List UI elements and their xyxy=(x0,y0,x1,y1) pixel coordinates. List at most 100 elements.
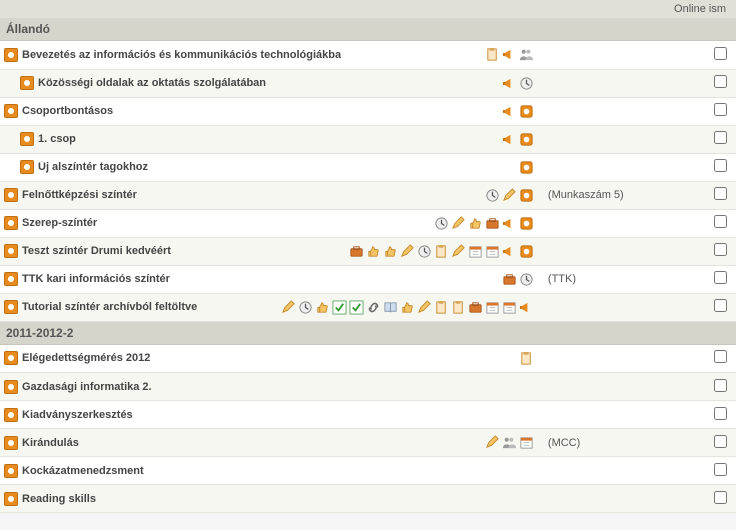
pencil-icon[interactable] xyxy=(417,300,432,315)
course-row[interactable]: Kockázatmenedzsment xyxy=(0,457,736,485)
course-row[interactable]: Közösségi oldalak az oktatás szolgálatáb… xyxy=(0,69,736,97)
row-checkbox[interactable] xyxy=(714,47,727,60)
clipboard-icon[interactable] xyxy=(451,300,466,315)
thumb-icon[interactable] xyxy=(400,300,415,315)
clock-icon[interactable] xyxy=(417,244,432,259)
course-row[interactable]: Kiadványszerkesztés xyxy=(0,401,736,429)
megaphone-icon[interactable] xyxy=(502,47,517,62)
course-title[interactable]: Kiadványszerkesztés xyxy=(22,409,133,421)
course-title[interactable]: Gazdasági informatika 2. xyxy=(22,381,152,393)
calendar-icon[interactable] xyxy=(519,435,534,450)
row-checkbox[interactable] xyxy=(714,103,727,116)
thumb-icon[interactable] xyxy=(366,244,381,259)
course-title[interactable]: Új alszíntér tagokhoz xyxy=(38,161,148,173)
pencil-icon[interactable] xyxy=(400,244,415,259)
course-title[interactable]: Felnőttképzési színtér xyxy=(22,189,137,201)
calendar-icon[interactable] xyxy=(485,244,500,259)
people-icon[interactable] xyxy=(519,47,534,62)
pencil-icon[interactable] xyxy=(451,216,466,231)
course-row[interactable]: 1. csop xyxy=(0,125,736,153)
course-title[interactable]: Csoportbontásos xyxy=(22,105,113,117)
course-row[interactable]: Új alszíntér tagokhoz xyxy=(0,153,736,181)
megaphone-icon[interactable] xyxy=(502,104,517,119)
row-checkbox[interactable] xyxy=(714,271,727,284)
row-checkbox[interactable] xyxy=(714,159,727,172)
expand-icon[interactable] xyxy=(4,351,18,365)
row-checkbox[interactable] xyxy=(714,131,727,144)
megaphone-icon[interactable] xyxy=(502,76,517,91)
calendar-icon[interactable] xyxy=(485,300,500,315)
expand-icon[interactable] xyxy=(4,464,18,478)
course-title[interactable]: Bevezetés az információs és kommunikáció… xyxy=(22,49,341,61)
expand-icon[interactable] xyxy=(4,436,18,450)
row-checkbox[interactable] xyxy=(714,491,727,504)
briefcase-icon[interactable] xyxy=(502,272,517,287)
clock-icon[interactable] xyxy=(519,272,534,287)
course-row[interactable]: Felnőttképzési színtér(Munkaszám 5) xyxy=(0,181,736,209)
thumb-icon[interactable] xyxy=(315,300,330,315)
square-icon[interactable] xyxy=(519,160,534,175)
expand-icon[interactable] xyxy=(4,408,18,422)
clipboard-icon[interactable] xyxy=(485,47,500,62)
course-row[interactable]: Teszt színtér Drumi kedvéért xyxy=(0,237,736,265)
calendar-icon[interactable] xyxy=(502,300,517,315)
course-title[interactable]: Reading skills xyxy=(22,493,96,505)
megaphone-icon[interactable] xyxy=(502,216,517,231)
people-icon[interactable] xyxy=(502,435,517,450)
briefcase-icon[interactable] xyxy=(485,216,500,231)
clipboard-icon[interactable] xyxy=(519,351,534,366)
square-icon[interactable] xyxy=(519,132,534,147)
row-checkbox[interactable] xyxy=(714,379,727,392)
row-checkbox[interactable] xyxy=(714,243,727,256)
expand-icon[interactable] xyxy=(4,216,18,230)
check-icon[interactable] xyxy=(332,300,347,315)
expand-icon[interactable] xyxy=(4,244,18,258)
calendar-icon[interactable] xyxy=(468,244,483,259)
expand-icon[interactable] xyxy=(4,380,18,394)
course-title[interactable]: Kirándulás xyxy=(22,437,79,449)
row-checkbox[interactable] xyxy=(714,75,727,88)
thumb-icon[interactable] xyxy=(383,244,398,259)
expand-icon[interactable] xyxy=(4,188,18,202)
check-icon[interactable] xyxy=(349,300,364,315)
row-checkbox[interactable] xyxy=(714,187,727,200)
row-checkbox[interactable] xyxy=(714,435,727,448)
square-icon[interactable] xyxy=(519,216,534,231)
course-row[interactable]: Gazdasági informatika 2. xyxy=(0,373,736,401)
link-icon[interactable] xyxy=(366,300,381,315)
course-row[interactable]: Bevezetés az információs és kommunikáció… xyxy=(0,41,736,69)
clipboard-icon[interactable] xyxy=(434,244,449,259)
course-title[interactable]: Szerep-színtér xyxy=(22,217,97,229)
course-row[interactable]: Tutorial színtér archívból feltöltve xyxy=(0,293,736,321)
pencil-icon[interactable] xyxy=(281,300,296,315)
course-row[interactable]: Elégedettségmérés 2012 xyxy=(0,345,736,373)
pencil-icon[interactable] xyxy=(485,435,500,450)
course-title[interactable]: Tutorial színtér archívból feltöltve xyxy=(22,301,197,313)
square-icon[interactable] xyxy=(519,104,534,119)
course-row[interactable]: TTK kari információs színtér(TTK) xyxy=(0,265,736,293)
clock-icon[interactable] xyxy=(298,300,313,315)
clock-icon[interactable] xyxy=(485,188,500,203)
expand-icon[interactable] xyxy=(20,76,34,90)
megaphone-icon[interactable] xyxy=(502,132,517,147)
expand-icon[interactable] xyxy=(4,48,18,62)
pencil-icon[interactable] xyxy=(451,244,466,259)
expand-icon[interactable] xyxy=(4,272,18,286)
expand-icon[interactable] xyxy=(20,132,34,146)
course-title[interactable]: Elégedettségmérés 2012 xyxy=(22,352,150,364)
row-checkbox[interactable] xyxy=(714,350,727,363)
course-row[interactable]: Szerep-színtér xyxy=(0,209,736,237)
course-title[interactable]: TTK kari információs színtér xyxy=(22,273,170,285)
course-title[interactable]: Közösségi oldalak az oktatás szolgálatáb… xyxy=(38,77,266,89)
square-icon[interactable] xyxy=(519,244,534,259)
megaphone-icon[interactable] xyxy=(502,244,517,259)
clipboard-icon[interactable] xyxy=(434,300,449,315)
course-row[interactable]: Kirándulás(MCC) xyxy=(0,429,736,457)
megaphone-icon[interactable] xyxy=(519,300,534,315)
pencil-icon[interactable] xyxy=(502,188,517,203)
course-title[interactable]: Teszt színtér Drumi kedvéért xyxy=(22,245,171,257)
clock-icon[interactable] xyxy=(519,76,534,91)
expand-icon[interactable] xyxy=(4,104,18,118)
book-icon[interactable] xyxy=(383,300,398,315)
square-icon[interactable] xyxy=(519,188,534,203)
